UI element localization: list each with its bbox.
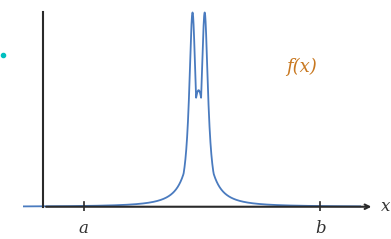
Text: x: x <box>381 198 390 215</box>
Text: b: b <box>315 220 325 237</box>
Text: f(x): f(x) <box>286 58 317 76</box>
Text: a: a <box>79 220 89 237</box>
